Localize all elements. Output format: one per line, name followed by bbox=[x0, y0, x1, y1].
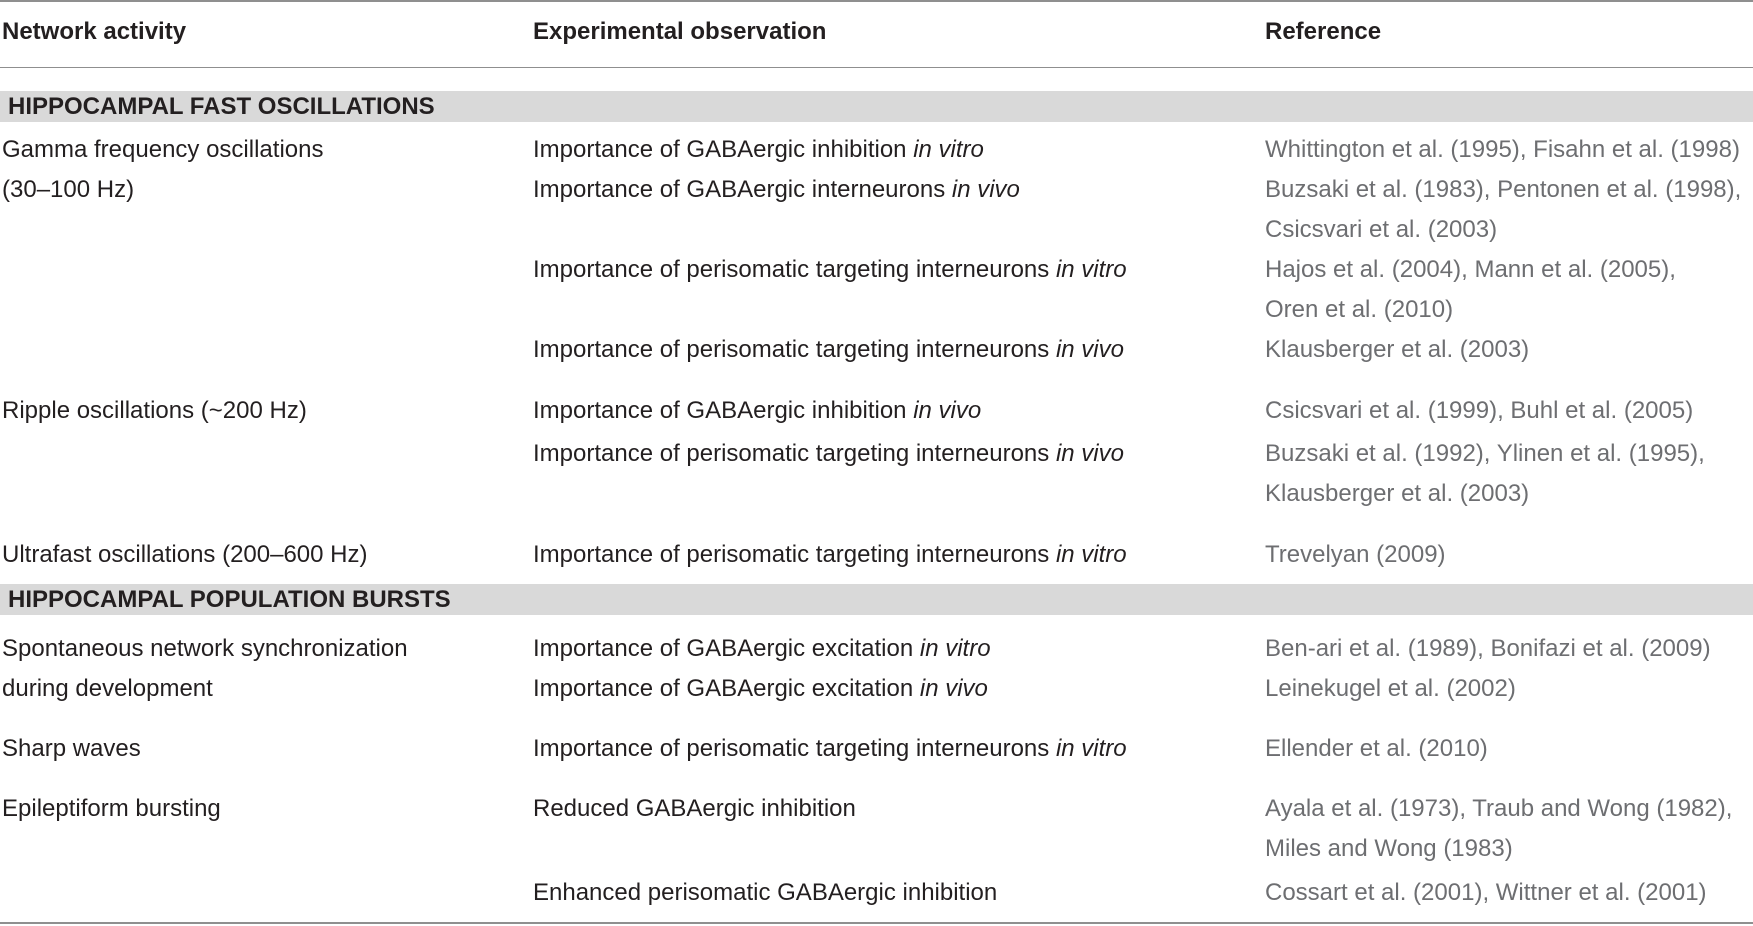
reference-link[interactable]: Buzsaki et al. (1992) bbox=[1265, 440, 1484, 467]
reference-link[interactable]: Pentonen et al. (1998) bbox=[1497, 176, 1735, 203]
reference-cell: Ellender et al. (2010) bbox=[1265, 734, 1488, 764]
observation: Enhanced perisomatic GABAergic inhibitio… bbox=[533, 879, 998, 906]
observation: Importance of GABAergic interneurons in … bbox=[533, 176, 1020, 203]
reference-link[interactable]: Trevelyan (2009) bbox=[1265, 541, 1446, 568]
reference-cell: Buzsaki et al. (1992), Ylinen et al. (19… bbox=[1265, 440, 1705, 467]
table-bottom-rule bbox=[0, 922, 1753, 924]
column-header-observation: Experimental observation bbox=[533, 18, 827, 45]
reference-link[interactable]: Bonifazi et al. (2009) bbox=[1490, 635, 1711, 662]
reference-link[interactable]: Klausberger et al. (2003) bbox=[1265, 480, 1530, 507]
observation: Importance of perisomatic targeting inte… bbox=[533, 256, 1127, 283]
reference-cell: Ayala et al. (1973), Traub and Wong (198… bbox=[1265, 795, 1733, 822]
reference-link[interactable]: Csicsvari et al. (1999) bbox=[1265, 397, 1498, 424]
section-title: HIPPOCAMPAL POPULATION BURSTS bbox=[8, 586, 451, 613]
observation: Importance of GABAergic excitation in vi… bbox=[533, 675, 988, 702]
observation: Importance of GABAergic excitation in vi… bbox=[533, 635, 991, 662]
observation: Importance of GABAergic inhibition in vi… bbox=[533, 136, 984, 163]
reference-cell: Leinekugel et al. (2002) bbox=[1265, 674, 1516, 704]
reference-link[interactable]: Mann et al. (2005) bbox=[1474, 256, 1670, 283]
reference-cell: Cossart et al. (2001), Wittner et al. (2… bbox=[1265, 879, 1707, 906]
reference-link[interactable]: Ben-ari et al. (1989) bbox=[1265, 635, 1478, 662]
reference-cell: Klausberger et al. (2003) bbox=[1265, 479, 1529, 509]
activity-epileptiform: Epileptiform bursting bbox=[2, 795, 221, 822]
reference-link[interactable]: Buzsaki et al. (1983) bbox=[1265, 176, 1484, 203]
reference-cell: Buzsaki et al. (1983), Pentonen et al. (… bbox=[1265, 176, 1742, 203]
section-title: HIPPOCAMPAL FAST OSCILLATIONS bbox=[8, 93, 435, 120]
activity-spontaneous-line2: during development bbox=[2, 675, 213, 702]
section-header-fast-oscillations: HIPPOCAMPAL FAST OSCILLATIONS bbox=[0, 91, 1753, 122]
reference-cell: Oren et al. (2010) bbox=[1265, 295, 1453, 325]
section-header-population-bursts: HIPPOCAMPAL POPULATION BURSTS bbox=[0, 584, 1753, 615]
activity-spontaneous-line1: Spontaneous network synchronization bbox=[2, 635, 408, 662]
observation: Importance of GABAergic inhibition in vi… bbox=[533, 397, 982, 424]
activity-ripple: Ripple oscillations (~200 Hz) bbox=[2, 397, 307, 424]
reference-link[interactable]: Whittington et al. (1995) bbox=[1265, 136, 1520, 163]
reference-link[interactable]: Ellender et al. (2010) bbox=[1265, 735, 1488, 762]
reference-cell: Csicsvari et al. (2003) bbox=[1265, 215, 1497, 245]
reference-cell: Klausberger et al. (2003) bbox=[1265, 335, 1529, 365]
reference-link[interactable]: Leinekugel et al. (2002) bbox=[1265, 675, 1516, 702]
table-top-rule bbox=[0, 0, 1753, 2]
observation: Importance of perisomatic targeting inte… bbox=[533, 440, 1124, 467]
reference-link[interactable]: Wittner et al. (2001) bbox=[1495, 879, 1707, 906]
reference-link[interactable]: Buhl et al. (2005) bbox=[1510, 397, 1694, 424]
reference-cell: Trevelyan (2009) bbox=[1265, 540, 1446, 570]
reference-link[interactable]: Hajos et al. (2004) bbox=[1265, 256, 1462, 283]
activity-gamma-line1: Gamma frequency oscillations bbox=[2, 136, 324, 163]
reference-link[interactable]: Klausberger et al. (2003) bbox=[1265, 336, 1530, 363]
activity-ultrafast: Ultrafast oscillations (200–600 Hz) bbox=[2, 541, 368, 568]
reference-link[interactable]: Cossart et al. (2001) bbox=[1265, 879, 1483, 906]
reference-link[interactable]: Ayala et al. (1973) bbox=[1265, 795, 1460, 822]
header-bottom-rule bbox=[0, 67, 1753, 68]
observation: Importance of perisomatic targeting inte… bbox=[533, 336, 1124, 363]
reference-cell: Miles and Wong (1983) bbox=[1265, 834, 1513, 864]
reference-link[interactable]: Miles and Wong (1983) bbox=[1265, 835, 1513, 862]
observation: Reduced GABAergic inhibition bbox=[533, 795, 856, 822]
reference-cell: Csicsvari et al. (1999), Buhl et al. (20… bbox=[1265, 397, 1694, 424]
column-header-reference: Reference bbox=[1265, 18, 1382, 45]
column-header-activity: Network activity bbox=[2, 18, 187, 45]
activity-gamma-line2: (30–100 Hz) bbox=[2, 176, 135, 203]
reference-cell: Ben-ari et al. (1989), Bonifazi et al. (… bbox=[1265, 635, 1711, 662]
reference-cell: Hajos et al. (2004), Mann et al. (2005), bbox=[1265, 256, 1676, 283]
observation: Importance of perisomatic targeting inte… bbox=[533, 541, 1127, 568]
activity-sharp-waves: Sharp waves bbox=[2, 735, 141, 762]
observation: Importance of perisomatic targeting inte… bbox=[533, 735, 1127, 762]
reference-link[interactable]: Csicsvari et al. (2003) bbox=[1265, 216, 1498, 243]
reference-link[interactable]: Ylinen et al. (1995) bbox=[1496, 440, 1699, 467]
reference-link[interactable]: Oren et al. (2010) bbox=[1265, 296, 1454, 323]
reference-link[interactable]: Fisahn et al. (1998) bbox=[1533, 136, 1740, 163]
reference-link[interactable]: Traub and Wong (1982) bbox=[1472, 795, 1726, 822]
reference-cell: Whittington et al. (1995), Fisahn et al.… bbox=[1265, 136, 1740, 163]
